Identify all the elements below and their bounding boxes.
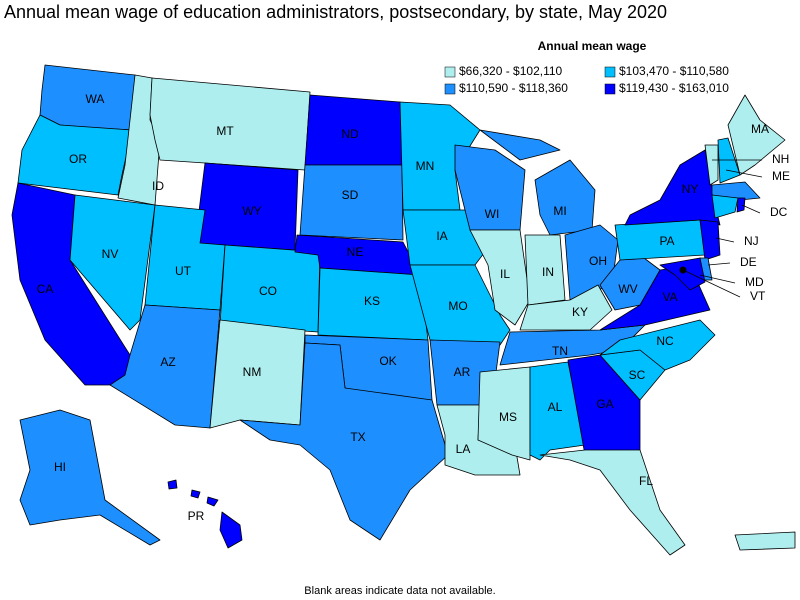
state-shape — [219, 511, 243, 549]
state-shape — [19, 409, 161, 546]
state-label: NC — [656, 334, 674, 348]
state-label: IL — [500, 267, 510, 281]
state-label: AL — [548, 400, 563, 414]
state-label: DC — [770, 205, 788, 219]
legend-swatch — [444, 66, 456, 78]
state-label: OH — [589, 254, 607, 268]
state-shape — [477, 366, 531, 461]
state-label: VT — [750, 289, 766, 303]
state-label: ME — [772, 169, 790, 183]
state-shape — [599, 319, 716, 371]
leader-line — [741, 204, 761, 214]
state-label: MI — [553, 204, 566, 218]
state-label: MT — [216, 124, 234, 138]
state-label: TN — [552, 344, 568, 358]
state-label: AR — [454, 365, 471, 379]
state-shape — [659, 257, 706, 291]
legend-label: $103,470 - $110,580 — [619, 64, 729, 78]
state-label: SC — [629, 368, 646, 382]
state-label: WY — [242, 204, 261, 218]
state-shape — [109, 304, 221, 429]
state-label: DE — [740, 255, 757, 269]
state-label: NH — [772, 152, 789, 166]
legend-swatch — [444, 83, 456, 95]
state-label: VA — [662, 290, 677, 304]
state-shape — [704, 144, 719, 186]
leader-line — [715, 237, 735, 243]
state-label: CA — [37, 282, 54, 296]
state-label: LA — [456, 442, 471, 456]
state-shape — [534, 159, 596, 236]
state-shape — [239, 342, 449, 541]
state-shape — [17, 114, 133, 196]
state-label: NV — [102, 247, 119, 261]
state-label: MO — [448, 299, 467, 313]
state-shape — [167, 479, 178, 490]
state-shape — [469, 229, 531, 326]
state-shape — [524, 234, 566, 306]
leader-line — [725, 169, 763, 178]
state-label: OR — [69, 152, 87, 166]
state-label: ND — [341, 127, 359, 141]
leader-line — [699, 274, 736, 284]
state-label: WA — [86, 92, 105, 106]
state-shape — [299, 164, 404, 241]
state-label: WI — [485, 207, 500, 221]
legend-swatch — [604, 66, 616, 78]
state-shape — [206, 496, 219, 507]
state-label: FL — [639, 474, 653, 488]
legend-label: $119,430 - $163,010 — [619, 81, 729, 95]
state-label: AZ — [160, 355, 175, 369]
state-label: TX — [350, 430, 365, 444]
legend-title: Annual mean wage — [538, 39, 647, 53]
state-label: NY — [682, 182, 699, 196]
state-label: HI — [54, 460, 66, 474]
map-title: Annual mean wage of education administra… — [4, 2, 667, 22]
state-shape — [479, 129, 561, 161]
state-shape — [69, 194, 156, 331]
state-shape — [734, 531, 796, 551]
leader-line — [682, 269, 741, 298]
state-shape — [711, 181, 761, 201]
state-label: IN — [542, 265, 554, 279]
state-label: ID — [152, 179, 164, 193]
footnote: Blank areas indicate data not available. — [304, 585, 495, 597]
state-label: WV — [618, 282, 637, 296]
legend-swatch — [604, 83, 616, 95]
state-label: KS — [364, 294, 380, 308]
states — [11, 64, 796, 556]
state-shape — [539, 449, 686, 556]
state-label: UT — [175, 264, 192, 278]
state-shape — [699, 219, 721, 261]
state-label: NE — [347, 245, 364, 259]
state-label: PR — [188, 509, 205, 523]
leader-line — [707, 262, 731, 266]
state-label: CO — [259, 284, 277, 298]
state-label: MN — [416, 159, 435, 173]
state-shape — [190, 489, 201, 499]
state-labels: WA OR CA NV ID MT WY UT AZ CO NM ND SD NE KS OK TX MN IA MO… — [37, 92, 790, 523]
state-shape — [624, 149, 721, 226]
state-shape — [736, 197, 746, 213]
state-label: IA — [436, 229, 447, 243]
state-label: MD — [745, 275, 764, 289]
state-label: NM — [243, 365, 262, 379]
state-shape — [711, 194, 739, 219]
state-label: NJ — [744, 234, 759, 248]
state-label: MS — [499, 410, 517, 424]
state-label: OK — [379, 354, 396, 368]
legend-label: $66,320 - $102,110 — [459, 64, 563, 78]
state-label: MA — [751, 122, 769, 136]
state-label: KY — [572, 305, 588, 319]
state-label: GA — [596, 397, 613, 411]
state-label: SD — [342, 188, 359, 202]
state-label: PA — [659, 234, 674, 248]
state-shape — [727, 94, 786, 176]
legend-label: $110,590 - $118,360 — [459, 81, 568, 95]
